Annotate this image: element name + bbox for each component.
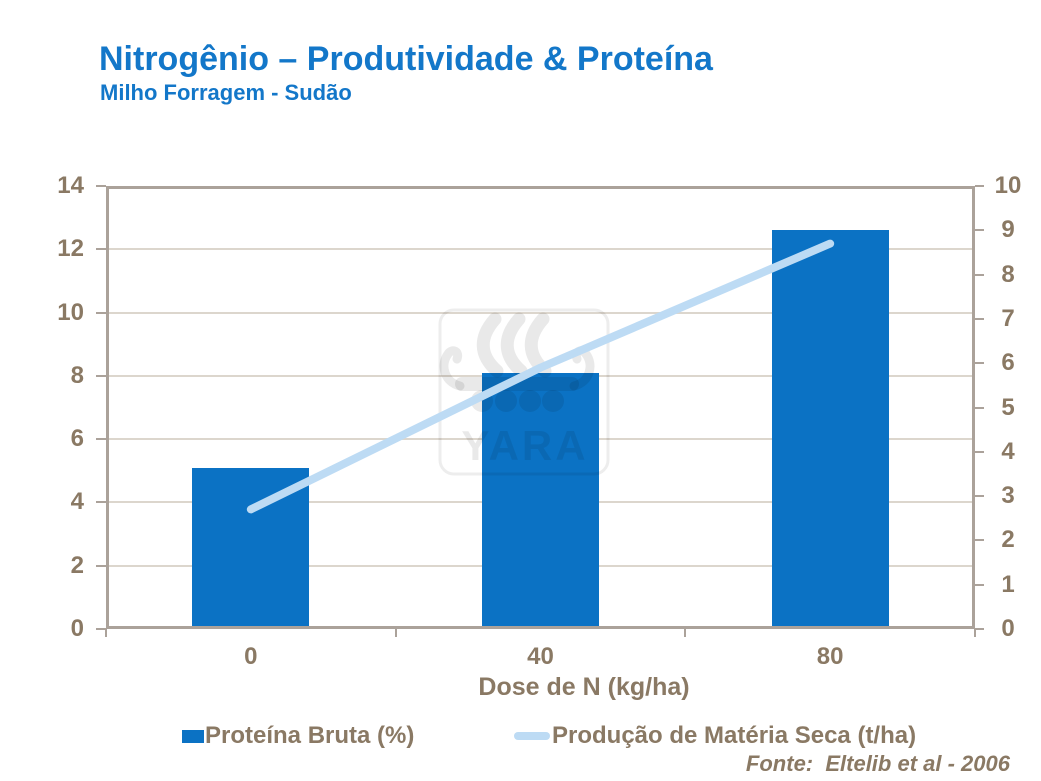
right-axis-tick-label: 8 [1001, 260, 1015, 288]
x-axis-category-label: 80 [816, 643, 844, 670]
left-axis-tick [96, 438, 106, 441]
x-axis-category-label: 0 [244, 643, 258, 670]
x-axis-tick [974, 629, 976, 637]
x-axis-tick [394, 629, 397, 637]
left-axis-tick-label: 0 [70, 615, 84, 642]
left-axis-tick [96, 628, 106, 630]
bar-series-swatch [182, 729, 204, 743]
x-axis-tick [105, 629, 107, 637]
source-note: Fonte: Eltelib et al - 2006 [745, 751, 1010, 776]
right-axis-tick [975, 628, 984, 630]
line-series-swatch [514, 732, 550, 740]
left-axis-tick [96, 248, 106, 251]
left-axis-tick-label: 2 [70, 551, 84, 579]
left-axis-tick [96, 185, 106, 187]
left-axis-tick [96, 501, 106, 504]
chart-title: Nitrogênio – Produtividade & Proteína [99, 40, 713, 78]
x-axis-title: Dose de N (kg/ha) [478, 673, 690, 701]
x-axis-tick [684, 629, 687, 637]
right-axis-tick [975, 539, 984, 542]
right-axis-tick-label: 4 [1001, 437, 1015, 465]
left-axis-tick-label: 12 [57, 235, 84, 263]
watermark-brand-text: YARA [461, 422, 588, 469]
left-axis-tick-label: 14 [57, 172, 84, 199]
right-axis-tick-label: 7 [1001, 304, 1015, 332]
right-axis-tick-label: 2 [1001, 526, 1015, 554]
viking-ship-hull-dots [471, 390, 564, 412]
right-axis-tick-label: 5 [1001, 393, 1015, 421]
right-axis-tick [975, 406, 984, 409]
right-axis-tick-label: 0 [1001, 615, 1015, 642]
left-axis-tick [96, 374, 106, 377]
right-axis-tick [975, 317, 984, 320]
left-axis-tick-label: 10 [57, 298, 84, 326]
right-axis-tick [975, 229, 984, 232]
right-axis-tick [975, 185, 984, 187]
right-axis-tick-label: 10 [994, 172, 1022, 199]
legend-label-materia-seca: Produção de Matéria Seca (t/ha) [552, 722, 917, 749]
left-axis-tick [96, 311, 106, 314]
right-axis-tick [975, 450, 984, 453]
legend: Proteína Bruta (%) Produção de Matéria S… [0, 722, 1041, 752]
chart-subtitle: Milho Forragem - Sudão [100, 80, 352, 105]
right-axis-tick-label: 9 [1001, 216, 1015, 244]
legend-item-proteina-bruta: Proteína Bruta (%) [182, 722, 414, 750]
right-axis-tick-label: 3 [1001, 482, 1015, 510]
legend-label-proteina-bruta: Proteína Bruta (%) [205, 722, 415, 749]
x-axis-category-label: 40 [527, 643, 554, 670]
right-axis-tick [975, 273, 984, 276]
yara-watermark: YARA [438, 308, 610, 476]
right-axis-tick [975, 583, 984, 586]
left-axis-tick-label: 6 [70, 425, 84, 453]
legend-item-materia-seca: Produção de Matéria Seca (t/ha) [514, 722, 916, 750]
left-axis-tick [96, 564, 106, 567]
bar-proteina-bruta [192, 467, 310, 626]
right-axis-tick [975, 495, 984, 498]
viking-ship-icon [439, 312, 595, 391]
left-axis-tick-label: 8 [70, 361, 84, 389]
right-axis-tick-label: 6 [1001, 349, 1015, 377]
right-axis-tick [975, 362, 984, 365]
left-axis-tick-label: 4 [70, 488, 84, 516]
right-axis-tick-label: 1 [1001, 570, 1015, 598]
bar-proteina-bruta [771, 230, 889, 626]
